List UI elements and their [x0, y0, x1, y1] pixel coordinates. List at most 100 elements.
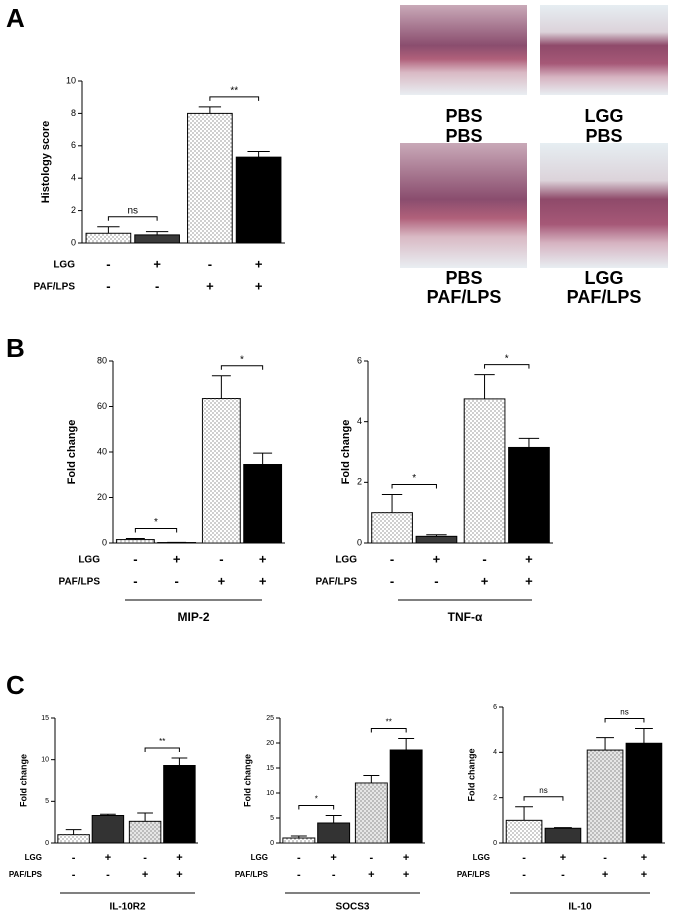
bar: [544, 827, 582, 844]
y-tick-label: 4: [493, 749, 497, 756]
y-tick-label: 15: [41, 715, 49, 722]
row-symbol: +: [641, 852, 647, 864]
significance-label: *: [154, 517, 158, 528]
row-symbol: -: [522, 852, 526, 864]
y-tick-label: 60: [97, 401, 107, 411]
x-axis-label: TNF-α: [448, 610, 483, 624]
y-tick-label: 10: [66, 75, 76, 85]
significance-bracket: [209, 96, 260, 101]
y-axis-label: Histology score: [40, 121, 52, 204]
row-symbol: +: [142, 869, 148, 881]
error-bar: [100, 813, 116, 816]
y-tick-label: 2: [357, 477, 362, 487]
row-label: PAF/LPS: [316, 577, 358, 588]
y-tick-label: 0: [102, 537, 107, 547]
y-tick-label: 6: [493, 704, 497, 711]
y-tick-label: 25: [266, 715, 274, 722]
bar-texture: [57, 834, 90, 843]
error-bar: [426, 534, 447, 537]
y-tick-label: 8: [71, 108, 76, 118]
micrograph: [400, 5, 527, 95]
row-label: LGG: [25, 853, 42, 862]
row-symbol: -: [106, 278, 110, 293]
y-tick-label: 0: [493, 840, 497, 847]
error-bar: [290, 835, 307, 838]
row-symbol: +: [525, 573, 533, 588]
row-symbol: -: [434, 573, 438, 588]
row-label: LGG: [251, 853, 268, 862]
y-tick-label: 10: [266, 790, 274, 797]
image-label: PBS: [585, 126, 622, 146]
row-symbol: +: [368, 869, 374, 881]
image-label: PBS: [445, 106, 482, 126]
image-label: LGG: [585, 106, 624, 126]
bar-texture: [86, 233, 131, 243]
error-bar: [325, 815, 342, 823]
row-label: PAF/LPS: [457, 870, 491, 879]
significance-label: *: [315, 795, 318, 804]
bar-texture: [202, 398, 241, 543]
row-label: LGG: [53, 260, 75, 271]
panel-letter: C: [6, 670, 25, 700]
micrograph: [400, 143, 527, 268]
bar-texture: [587, 750, 623, 843]
y-tick-label: 6: [71, 140, 76, 150]
error-bar: [125, 537, 145, 540]
significance-label: ns: [539, 786, 547, 795]
row-symbol: +: [433, 551, 441, 566]
y-tick-label: 4: [71, 173, 76, 183]
row-symbol: +: [255, 256, 263, 271]
error-bar: [635, 728, 653, 744]
row-symbol: +: [255, 278, 263, 293]
bar-texture: [371, 512, 413, 543]
error-bar: [515, 806, 533, 821]
error-bar: [65, 829, 82, 835]
row-symbol: -: [106, 869, 110, 881]
error-bar: [518, 437, 540, 448]
bar: [243, 464, 283, 544]
bar-texture: [506, 820, 542, 843]
micrographs: [400, 5, 668, 268]
significance-label: **: [230, 86, 238, 97]
significance-bracket: [523, 796, 564, 801]
row-symbol: +: [259, 551, 267, 566]
significance-bracket: [107, 216, 158, 221]
row-symbol: -: [155, 278, 159, 293]
bar: [235, 156, 282, 244]
row-label: LGG: [473, 853, 490, 862]
row-symbol: +: [176, 852, 182, 864]
error-bar: [596, 737, 614, 751]
row-symbol: +: [602, 869, 608, 881]
image-label: LGG: [585, 268, 624, 288]
row-symbol: +: [403, 852, 409, 864]
y-tick-label: 6: [357, 355, 362, 365]
row-symbol: +: [153, 256, 161, 271]
row-symbol: -: [143, 852, 147, 864]
y-tick-label: 40: [97, 446, 107, 456]
image-label: PAF/LPS: [427, 287, 502, 307]
row-symbol: -: [106, 256, 110, 271]
significance-bracket: [391, 483, 437, 489]
row-symbol: +: [560, 852, 566, 864]
significance-bracket: [370, 728, 407, 733]
error-bar: [554, 827, 572, 829]
panel-letter: A: [6, 3, 25, 33]
panel-letter: B: [6, 333, 25, 363]
row-symbol: -: [603, 852, 607, 864]
error-bar: [253, 452, 273, 465]
x-axis-label: IL-10: [568, 902, 592, 913]
y-tick-label: 4: [357, 416, 362, 426]
bar: [134, 234, 180, 244]
micrograph: [540, 143, 668, 268]
significance-label: ns: [127, 205, 138, 216]
y-tick-label: 2: [493, 795, 497, 802]
row-label: PAF/LPS: [235, 870, 269, 879]
row-symbol: +: [206, 278, 214, 293]
error-bar: [137, 812, 153, 822]
y-axis-label: Fold change: [18, 754, 28, 807]
bar: [508, 446, 550, 544]
y-tick-label: 0: [45, 840, 49, 847]
significance-label: **: [159, 737, 165, 746]
y-tick-label: 20: [97, 492, 107, 502]
